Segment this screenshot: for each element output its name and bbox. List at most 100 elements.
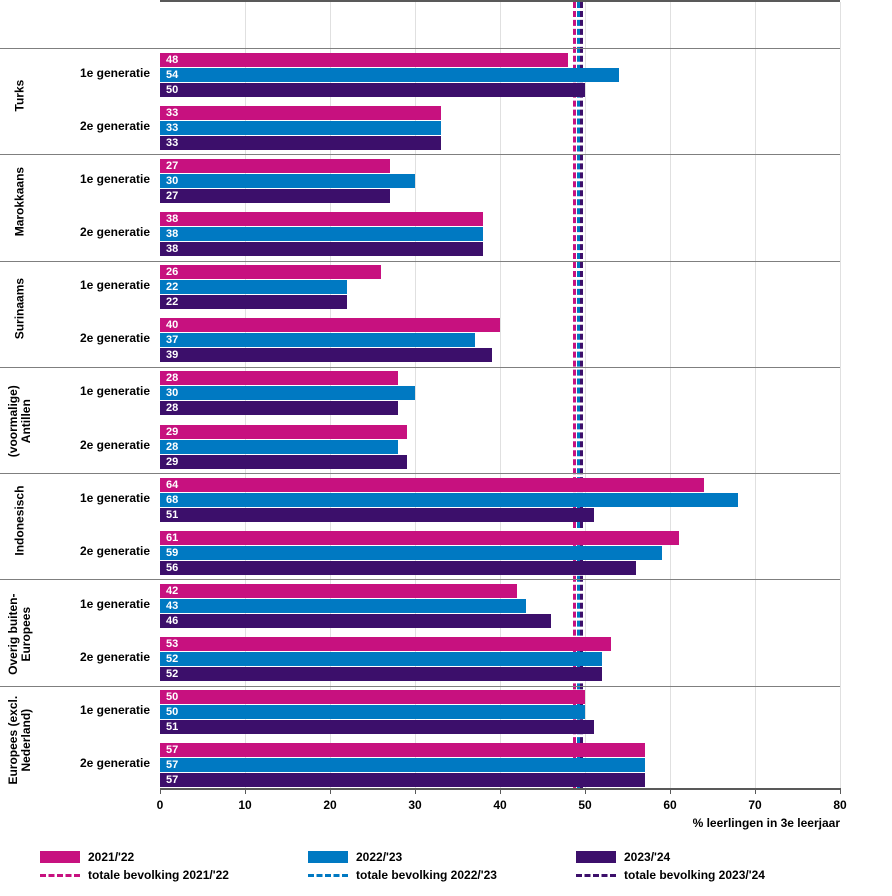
bar-value: 50 (166, 83, 178, 97)
bar: 53 (160, 637, 611, 651)
legend-label: 2021/'22 (88, 850, 134, 864)
bar-value: 54 (166, 68, 178, 82)
group-label: Marokkaans (13, 152, 26, 252)
subgroup-label: 1e generatie (30, 491, 150, 505)
legend-swatch (308, 851, 348, 863)
bar-value: 56 (166, 561, 178, 575)
group-label: Turks (13, 46, 26, 146)
x-axis: 01020304050607080% leerlingen in 3e leer… (160, 790, 840, 840)
bar-value: 38 (166, 242, 178, 256)
bar: 40 (160, 318, 500, 332)
bar-value: 52 (166, 667, 178, 681)
x-tick (500, 788, 501, 794)
bar-value: 42 (166, 584, 178, 598)
bar-value: 48 (166, 53, 178, 67)
legend-swatch (576, 851, 616, 863)
legend-item: 2022/'23 (308, 850, 548, 864)
bar-value: 28 (166, 371, 178, 385)
bar-value: 27 (166, 189, 178, 203)
subgroup-label: 1e generatie (30, 278, 150, 292)
legend-item: totale bevolking 2022/'23 (308, 868, 548, 882)
bar: 29 (160, 425, 407, 439)
subgroup-label: 2e generatie (30, 119, 150, 133)
bar-value: 51 (166, 720, 178, 734)
bar: 33 (160, 121, 441, 135)
plot: 4854503333332730273838382622224037392830… (160, 0, 840, 790)
x-tick (840, 788, 841, 794)
bar-value: 37 (166, 333, 178, 347)
bar-value: 27 (166, 159, 178, 173)
x-tick-label: 0 (157, 798, 164, 812)
bar: 57 (160, 773, 645, 787)
legend-label: totale bevolking 2021/'22 (88, 868, 229, 882)
legend-item: totale bevolking 2021/'22 (40, 868, 280, 882)
bar: 51 (160, 720, 594, 734)
bar-value: 29 (166, 455, 178, 469)
bar: 43 (160, 599, 526, 613)
bar: 57 (160, 743, 645, 757)
bar: 50 (160, 705, 585, 719)
bar: 22 (160, 280, 347, 294)
bar-value: 46 (166, 614, 178, 628)
x-tick (585, 788, 586, 794)
bar: 50 (160, 690, 585, 704)
subgroup-label: 2e generatie (30, 544, 150, 558)
bar-value: 51 (166, 508, 178, 522)
bar-value: 22 (166, 280, 178, 294)
legend-label: 2022/'23 (356, 850, 402, 864)
bar: 59 (160, 546, 662, 560)
bar-value: 29 (166, 425, 178, 439)
bar: 52 (160, 652, 602, 666)
bar-value: 40 (166, 318, 178, 332)
legend-label: totale bevolking 2022/'23 (356, 868, 497, 882)
bar-value: 57 (166, 773, 178, 787)
x-tick-label: 60 (663, 798, 676, 812)
subgroup-label: 2e generatie (30, 225, 150, 239)
bar: 51 (160, 508, 594, 522)
gridline (670, 2, 671, 788)
bar: 38 (160, 227, 483, 241)
legend: 2021/'22 2022/'23 2023/'24 totale bevolkin… (40, 850, 860, 886)
bar: 27 (160, 189, 390, 203)
x-tick (670, 788, 671, 794)
bar-value: 22 (166, 295, 178, 309)
subgroup-label: 1e generatie (30, 597, 150, 611)
x-tick (160, 788, 161, 794)
subgroup-label: 1e generatie (30, 703, 150, 717)
bar-value: 53 (166, 637, 178, 651)
legend-item: totale bevolking 2023/'24 (576, 868, 816, 882)
bar: 27 (160, 159, 390, 173)
bar-value: 50 (166, 705, 178, 719)
bar: 30 (160, 386, 415, 400)
bar-value: 57 (166, 758, 178, 772)
legend-item: 2023/'24 (576, 850, 816, 864)
subgroup-label: 1e generatie (30, 172, 150, 186)
bar-value: 28 (166, 401, 178, 415)
bar: 28 (160, 401, 398, 415)
bar: 52 (160, 667, 602, 681)
bar: 30 (160, 174, 415, 188)
x-tick-label: 40 (493, 798, 506, 812)
x-tick (330, 788, 331, 794)
group-label: Surinaams (13, 258, 26, 358)
bar: 64 (160, 478, 704, 492)
subgroup-label: 2e generatie (30, 331, 150, 345)
bar: 48 (160, 53, 568, 67)
subgroup-label: 1e generatie (30, 384, 150, 398)
y-labels: Turks 1e generatie 2e generatie Marokkaans 1… (0, 0, 160, 790)
bar-value: 33 (166, 136, 178, 150)
bar: 39 (160, 348, 492, 362)
x-tick-label: 10 (238, 798, 251, 812)
x-tick-label: 80 (833, 798, 846, 812)
legend-swatch-dash (576, 874, 616, 877)
subgroup-label: 2e generatie (30, 438, 150, 452)
bar: 28 (160, 371, 398, 385)
x-tick-label: 20 (323, 798, 336, 812)
x-tick-label: 50 (578, 798, 591, 812)
x-tick-label: 30 (408, 798, 421, 812)
subgroup-label: 1e generatie (30, 66, 150, 80)
x-tick-label: 70 (748, 798, 761, 812)
bar-value: 68 (166, 493, 178, 507)
bar: 29 (160, 455, 407, 469)
legend-label: totale bevolking 2023/'24 (624, 868, 765, 882)
